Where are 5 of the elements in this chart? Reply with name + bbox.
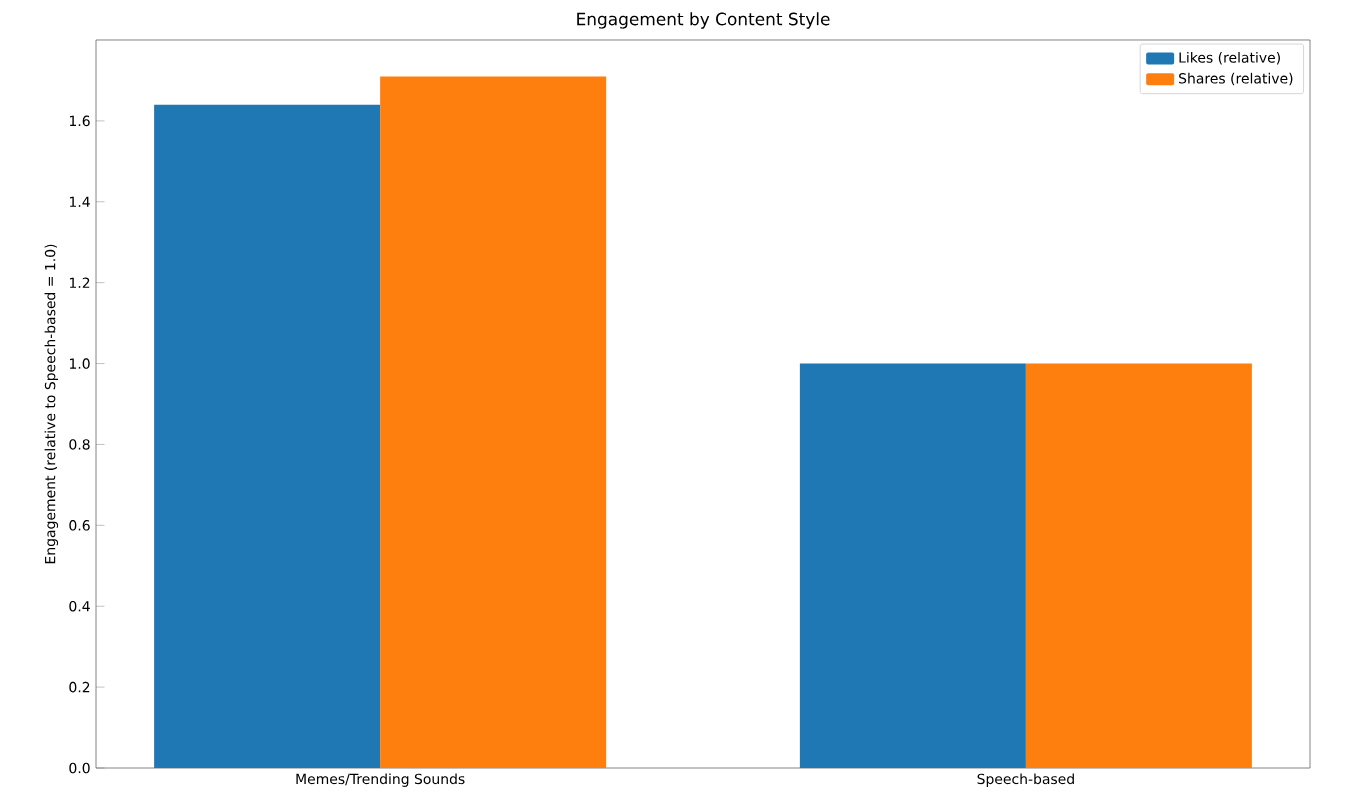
bar bbox=[380, 76, 607, 768]
bar bbox=[1025, 363, 1252, 768]
bar bbox=[154, 104, 381, 768]
chart-title: Engagement by Content Style bbox=[577, 12, 830, 29]
bar bbox=[799, 363, 1026, 768]
